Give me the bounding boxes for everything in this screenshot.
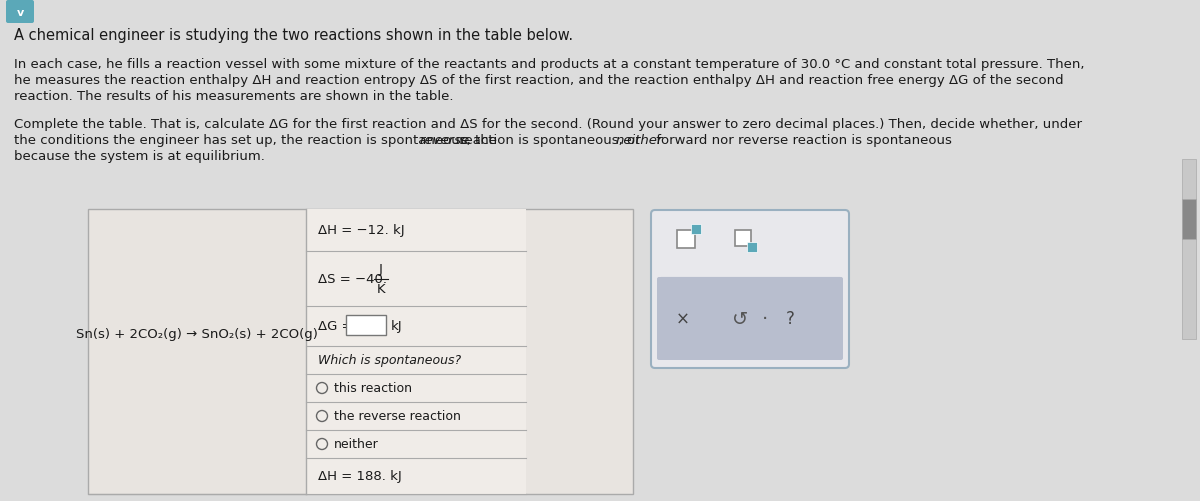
Text: J: J (379, 263, 383, 276)
Text: kJ: kJ (391, 320, 403, 333)
Text: ·: · (762, 310, 768, 328)
Bar (691, 224, 701, 234)
Circle shape (317, 383, 328, 394)
Text: the conditions the engineer has set up, the reaction is spontaneous, the: the conditions the engineer has set up, … (14, 134, 502, 147)
FancyBboxPatch shape (650, 210, 850, 368)
Text: neither: neither (616, 134, 664, 147)
Bar (734, 230, 751, 246)
Text: ΔG =: ΔG = (318, 320, 356, 333)
Text: ?: ? (786, 310, 794, 328)
Text: Which is spontaneous?: Which is spontaneous? (318, 354, 461, 367)
Text: ×: × (676, 310, 690, 328)
Text: A chemical engineer is studying the two reactions shown in the table below.: A chemical engineer is studying the two … (14, 28, 574, 43)
Text: K: K (377, 283, 385, 296)
Text: ↺: ↺ (732, 310, 748, 328)
Text: ΔH = −12. kJ: ΔH = −12. kJ (318, 224, 404, 237)
Bar (88, 209, 634, 494)
Text: because the system is at equilibrium.: because the system is at equilibrium. (14, 150, 265, 163)
Text: reaction. The results of his measurements are shown in the table.: reaction. The results of his measurement… (14, 90, 454, 103)
Bar (346, 315, 386, 335)
Text: forward nor reverse reaction is spontaneous: forward nor reverse reaction is spontane… (652, 134, 952, 147)
Bar (306, 209, 526, 494)
Text: ΔS = −40.: ΔS = −40. (318, 273, 391, 286)
FancyBboxPatch shape (6, 1, 34, 24)
Text: neither: neither (334, 438, 379, 450)
Text: reverse: reverse (419, 134, 469, 147)
Text: ΔH = 188. kJ: ΔH = 188. kJ (318, 469, 402, 482)
Text: Complete the table. That is, calculate ΔG for the first reaction and ΔS for the : Complete the table. That is, calculate Δ… (14, 118, 1082, 131)
Text: reaction is spontaneous, or: reaction is spontaneous, or (455, 134, 644, 147)
Bar (1182, 160, 1196, 339)
Bar (677, 230, 695, 248)
Text: the reverse reaction: the reverse reaction (334, 410, 461, 423)
Text: v: v (17, 8, 24, 18)
Bar (746, 242, 757, 253)
Text: this reaction: this reaction (334, 382, 412, 395)
Bar (1182, 199, 1196, 239)
Circle shape (317, 438, 328, 449)
Text: Sn(s) + 2CO₂(g) → SnO₂(s) + 2CO(g): Sn(s) + 2CO₂(g) → SnO₂(s) + 2CO(g) (76, 327, 318, 340)
Text: In each case, he fills a reaction vessel with some mixture of the reactants and : In each case, he fills a reaction vessel… (14, 58, 1085, 71)
FancyBboxPatch shape (658, 278, 842, 360)
Circle shape (317, 411, 328, 422)
Text: he measures the reaction enthalpy ΔH and reaction entropy ΔS of the first reacti: he measures the reaction enthalpy ΔH and… (14, 74, 1063, 87)
